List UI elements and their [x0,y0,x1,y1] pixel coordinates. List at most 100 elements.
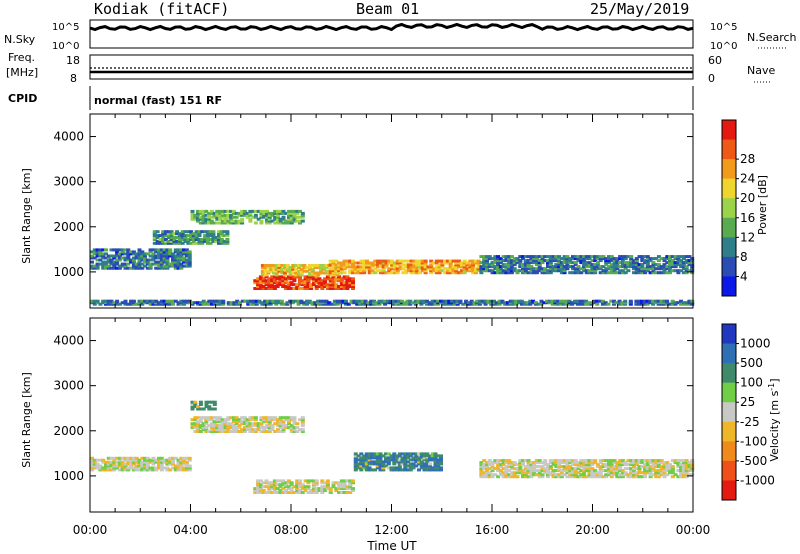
range-gate-cell [462,267,467,271]
range-gate-cell [265,420,269,424]
range-gate-cell [668,463,672,467]
range-gate-cell [269,265,274,269]
range-gate-cell [395,261,400,265]
range-gate-cell [173,266,178,270]
range-gate-cell [565,257,570,261]
range-gate-cell [285,267,290,271]
range-gate-cell [601,271,606,275]
range-gate-cell [190,211,195,215]
range-gate-cell [537,461,542,465]
range-gate-cell [272,489,277,492]
range-gate-cell [529,467,534,471]
range-gate-cell [615,261,620,265]
range-gate-cell [370,261,375,265]
range-gate-cell [662,267,667,271]
range-gate-cell [359,261,364,265]
range-gate-cell [342,263,347,267]
range-gate-cell [406,267,411,271]
range-gate-cell [339,265,344,269]
range-gate-cell [534,271,539,275]
range-gate-cell [373,460,377,464]
range-gate-cell [490,263,495,267]
range-gate-cell [690,467,695,471]
range-gate-cell [248,422,253,426]
range-gate-cell [126,302,131,306]
range-gate-cell [215,418,220,422]
range-gate-cell [640,475,645,479]
range-gate-cell [351,281,355,285]
range-gate-cell [190,418,195,422]
range-gate-cell [339,485,344,489]
range-gate-cell [242,428,247,432]
range-gate-cell [525,301,530,305]
range-gate-cell [601,475,606,479]
range-gate-cell [279,299,284,303]
range-gate-cell [404,271,409,275]
range-gate-cell [176,260,181,264]
range-gate-cell [123,258,128,262]
colorbar-segment [722,276,736,297]
range-gate-cell [234,221,239,225]
range-gate-cell [634,263,639,267]
range-gate-cell [668,259,672,263]
range-gate-cell [134,458,139,462]
range-gate-cell [543,255,548,259]
range-gate-cell [568,471,573,475]
colorbar-tick-label: -500 [740,454,767,468]
range-gate-cell [300,483,305,487]
range-gate-cell [417,456,421,460]
range-gate-cell [232,301,237,305]
range-gate-cell [579,475,584,479]
range-gate-cell [137,262,142,266]
range-gate-cell [173,464,178,468]
range-gate-cell [557,469,562,473]
range-gate-cell [359,458,364,462]
range-gate-cell [345,259,350,263]
range-gate-cell [654,267,659,271]
range-gate-cell [362,462,367,466]
range-gate-cell [651,302,656,306]
range-gate-cell [240,299,245,303]
range-gate-cell [276,418,280,422]
nsky-tick-bottom: 10^0 [52,41,79,52]
range-gate-cell [182,250,187,254]
range-gate-cell [289,219,294,223]
range-gate-cell [579,465,584,469]
range-gate-cell [320,285,325,288]
range-gate-cell [260,265,265,269]
range-gate-cell [643,259,648,263]
range-gate-cell [140,254,145,258]
range-gate-cell [598,271,603,275]
range-gate-cell [171,254,175,258]
range-gate-cell [159,456,164,460]
range-gate-cell [462,261,467,265]
range-gate-cell [565,465,570,469]
range-gate-cell [593,469,598,473]
range-gate-cell [645,265,650,269]
range-gate-cell [176,468,181,472]
range-gate-cell [253,279,258,283]
range-gate-cell [176,301,181,305]
range-gate-cell [218,299,223,303]
range-gate-cell [403,462,408,466]
range-gate-cell [209,219,214,223]
range-gate-cell [521,269,525,273]
range-gate-cell [395,466,399,470]
range-gate-cell [140,462,145,466]
range-gate-cell [212,416,217,420]
range-gate-cell [151,458,156,462]
range-gate-cell [171,302,175,306]
range-gate-cell [439,458,443,462]
range-gate-cell [281,481,286,485]
range-gate-cell [419,460,424,464]
range-gate-cell [690,469,695,473]
range-gate-cell [159,462,164,466]
range-gate-cell [359,466,364,470]
range-gate-cell [145,462,150,466]
range-gate-cell [257,299,262,303]
range-gate-cell [546,467,550,471]
velocity-ylabel: Slant Range [km] [20,372,33,468]
range-gate-cell [568,259,573,263]
range-gate-cell [436,454,441,458]
range-gate-cell [207,424,211,428]
